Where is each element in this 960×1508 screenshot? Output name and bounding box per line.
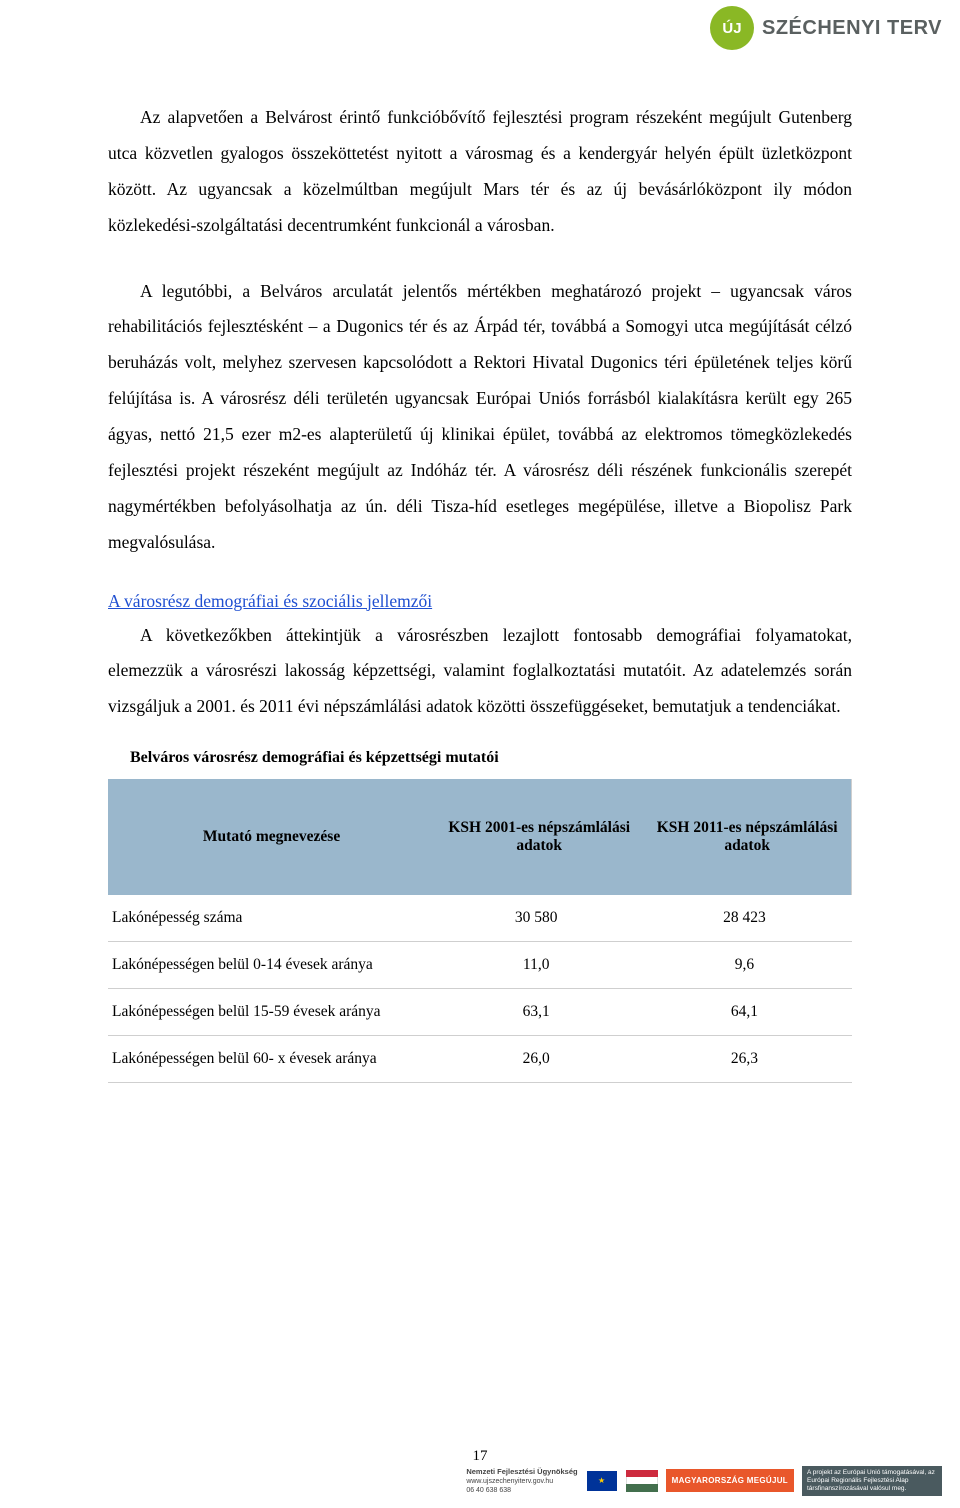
footer-agency-text: Nemzeti Fejlesztési Ügynökség www.ujszec…	[466, 1467, 577, 1495]
table-cell: 26,3	[643, 1036, 851, 1083]
hungary-flag-icon	[626, 1470, 658, 1492]
footer-agency-line2: www.ujszechenyiterv.gov.hu	[466, 1477, 577, 1486]
paragraph-2: A legutóbbi, a Belváros arculatát jelent…	[108, 274, 852, 561]
table-row: Lakónépességen belül 60- x évesek aránya…	[108, 1036, 852, 1083]
table-cell: Lakónépesség száma	[108, 895, 435, 942]
table-row: Lakónépességen belül 0-14 évesek aránya …	[108, 942, 852, 989]
table-row: Lakónépesség száma 30 580 28 423	[108, 895, 852, 942]
footer-agency-line3: 06 40 638 638	[466, 1486, 577, 1495]
table-cell: 9,6	[643, 942, 851, 989]
section-heading: A városrész demográfiai és szociális jel…	[108, 591, 852, 612]
footer-eu-text: A projekt az Európai Unió támogatásával,…	[802, 1466, 942, 1496]
table-cell: 30 580	[435, 895, 643, 942]
paragraph-1-text: Az alapvetően a Belvárost érintő funkció…	[108, 107, 852, 235]
paragraph-2-text: A legutóbbi, a Belváros arculatát jelent…	[108, 281, 852, 552]
demographics-table: Mutató megnevezése KSH 2001-es népszámlá…	[108, 779, 852, 1083]
page-content: Az alapvetően a Belvárost érintő funkció…	[108, 100, 852, 1083]
table-cell: 64,1	[643, 989, 851, 1036]
eu-flag-icon	[586, 1470, 618, 1492]
table-title: Belváros városrész demográfiai és képzet…	[130, 749, 852, 767]
table-cell: 63,1	[435, 989, 643, 1036]
table-header-row: Mutató megnevezése KSH 2001-es népszámlá…	[108, 779, 852, 895]
footer-agency-line1: Nemzeti Fejlesztési Ügynökség	[466, 1467, 577, 1477]
logo-badge-icon: ÚJ	[710, 6, 754, 50]
table-cell: 28 423	[643, 895, 851, 942]
footer: Nemzeti Fejlesztési Ügynökség www.ujszec…	[466, 1466, 942, 1496]
table-row: Lakónépességen belül 15-59 évesek aránya…	[108, 989, 852, 1036]
page-number: 17	[0, 1448, 960, 1465]
table-cell: Lakónépességen belül 0-14 évesek aránya	[108, 942, 435, 989]
table-col-1: KSH 2001-es népszámlálási adatok	[435, 779, 643, 895]
table-cell: Lakónépességen belül 15-59 évesek aránya	[108, 989, 435, 1036]
table-col-2: KSH 2011-es népszámlálási adatok	[643, 779, 851, 895]
magyarorszag-badge: MAGYARORSZÁG MEGÚJUL	[666, 1469, 794, 1492]
table-col-0: Mutató megnevezése	[108, 779, 435, 895]
table-cell: Lakónépességen belül 60- x évesek aránya	[108, 1036, 435, 1083]
logo-brand-text: SZÉCHENYI TERV	[762, 17, 942, 40]
table-cell: 26,0	[435, 1036, 643, 1083]
paragraph-1: Az alapvetően a Belvárost érintő funkció…	[108, 100, 852, 244]
table-cell: 11,0	[435, 942, 643, 989]
paragraph-3: A következőkben áttekintjük a városrészb…	[108, 618, 852, 726]
header-logo: ÚJ SZÉCHENYI TERV	[710, 6, 942, 50]
